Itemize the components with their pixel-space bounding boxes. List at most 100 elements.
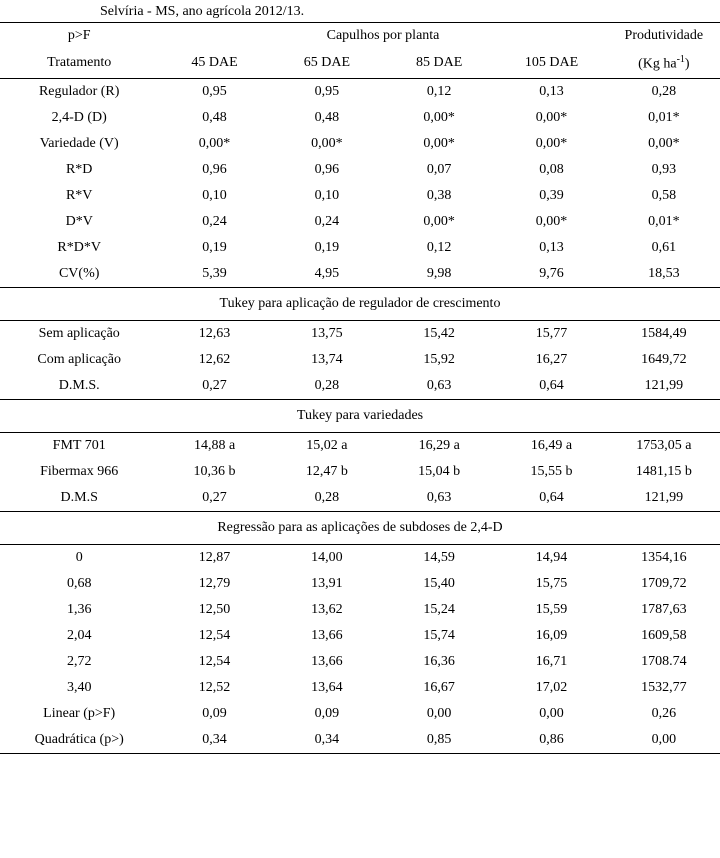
row-value: 18,53 — [608, 261, 720, 287]
row-value: 13,66 — [271, 623, 383, 649]
row-value: 0,01* — [608, 105, 720, 131]
row-value: 15,04 b — [383, 459, 495, 485]
row-value: 0,93 — [608, 157, 720, 183]
table-row: 2,0412,5413,6615,7416,091609,58 — [0, 623, 720, 649]
header-65dae: 65 DAE — [271, 49, 383, 78]
row-value: 0,28 — [271, 373, 383, 399]
row-value: 0,00* — [608, 131, 720, 157]
row-value: 0,48 — [271, 105, 383, 131]
row-label: 2,4-D (D) — [0, 105, 158, 131]
row-value: 0,01* — [608, 209, 720, 235]
row-label: Sem aplicação — [0, 321, 158, 347]
row-value: 12,54 — [158, 623, 270, 649]
row-value: 0,39 — [495, 183, 607, 209]
table-row: R*V0,100,100,380,390,58 — [0, 183, 720, 209]
row-value: 0,00* — [495, 131, 607, 157]
row-value: 4,95 — [271, 261, 383, 287]
row-value: 0,24 — [158, 209, 270, 235]
row-value: 0,34 — [158, 727, 270, 753]
section-regressao: Regressão para as aplicações de subdoses… — [0, 512, 720, 544]
table-row: D.M.S.0,270,280,630,64121,99 — [0, 373, 720, 399]
row-value: 16,29 a — [383, 433, 495, 459]
row-value: 12,52 — [158, 675, 270, 701]
table-row: Variedade (V)0,00*0,00*0,00*0,00*0,00* — [0, 131, 720, 157]
row-value: 0,48 — [158, 105, 270, 131]
row-value: 1709,72 — [608, 571, 720, 597]
row-value: 12,62 — [158, 347, 270, 373]
row-label: 0 — [0, 545, 158, 571]
row-label: Com aplicação — [0, 347, 158, 373]
header-tratamento: Tratamento — [0, 49, 158, 78]
row-value: 12,87 — [158, 545, 270, 571]
table-row: 3,4012,5213,6416,6717,021532,77 — [0, 675, 720, 701]
row-value: 0,10 — [271, 183, 383, 209]
row-value: 13,66 — [271, 649, 383, 675]
row-value: 0,34 — [271, 727, 383, 753]
row-value: 0,13 — [495, 79, 607, 105]
header-45dae: 45 DAE — [158, 49, 270, 78]
header-105dae: 105 DAE — [495, 49, 607, 78]
row-value: 0,24 — [271, 209, 383, 235]
row-value: 0,64 — [495, 373, 607, 399]
row-value: 0,64 — [495, 485, 607, 511]
row-value: 0,00* — [383, 105, 495, 131]
row-value: 15,24 — [383, 597, 495, 623]
row-value: 1708.74 — [608, 649, 720, 675]
row-value: 12,79 — [158, 571, 270, 597]
row-value: 0,96 — [271, 157, 383, 183]
row-value: 12,54 — [158, 649, 270, 675]
row-value: 0,09 — [271, 701, 383, 727]
header-row-1: p>F Capulhos por planta Produtividade — [0, 23, 720, 49]
table-row: FMT 70114,88 a15,02 a16,29 a16,49 a1753,… — [0, 433, 720, 459]
row-label: 2,72 — [0, 649, 158, 675]
table-row: 012,8714,0014,5914,941354,16 — [0, 545, 720, 571]
row-value: 16,36 — [383, 649, 495, 675]
row-value: 1532,77 — [608, 675, 720, 701]
table-row: 2,7212,5413,6616,3616,711708.74 — [0, 649, 720, 675]
row-value: 0,63 — [383, 373, 495, 399]
row-value: 1753,05 a — [608, 433, 720, 459]
row-label: R*V — [0, 183, 158, 209]
row-value: 15,42 — [383, 321, 495, 347]
row-value: 0,61 — [608, 235, 720, 261]
row-value: 9,98 — [383, 261, 495, 287]
table-row: Com aplicação12,6213,7415,9216,271649,72 — [0, 347, 720, 373]
row-label: R*D*V — [0, 235, 158, 261]
table-row: Regulador (R)0,950,950,120,130,28 — [0, 79, 720, 105]
row-value: 0,19 — [271, 235, 383, 261]
row-value: 0,63 — [383, 485, 495, 511]
row-value: 13,75 — [271, 321, 383, 347]
table-row: Fibermax 96610,36 b12,47 b15,04 b15,55 b… — [0, 459, 720, 485]
section-tukey-regulador: Tukey para aplicação de regulador de cre… — [0, 288, 720, 320]
row-value: 13,62 — [271, 597, 383, 623]
row-value: 0,00 — [608, 727, 720, 753]
row-value: 15,92 — [383, 347, 495, 373]
row-value: 0,85 — [383, 727, 495, 753]
table-row: 1,3612,5013,6215,2415,591787,63 — [0, 597, 720, 623]
row-value: 0,28 — [608, 79, 720, 105]
header-row-2: Tratamento 45 DAE 65 DAE 85 DAE 105 DAE … — [0, 49, 720, 78]
row-value: 0,00* — [383, 209, 495, 235]
table-row: R*D*V0,190,190,120,130,61 — [0, 235, 720, 261]
row-value: 15,75 — [495, 571, 607, 597]
row-value: 0,95 — [158, 79, 270, 105]
row-value: 0,95 — [271, 79, 383, 105]
row-value: 0,19 — [158, 235, 270, 261]
row-label: Regulador (R) — [0, 79, 158, 105]
row-value: 1481,15 b — [608, 459, 720, 485]
row-value: 10,36 b — [158, 459, 270, 485]
row-value: 1584,49 — [608, 321, 720, 347]
header-85dae: 85 DAE — [383, 49, 495, 78]
row-label: R*D — [0, 157, 158, 183]
row-value: 0,00 — [495, 701, 607, 727]
row-value: 0,00* — [158, 131, 270, 157]
row-label: D*V — [0, 209, 158, 235]
row-value: 14,94 — [495, 545, 607, 571]
section-tukey-variedades: Tukey para variedades — [0, 400, 720, 432]
row-value: 0,08 — [495, 157, 607, 183]
row-value: 15,02 a — [271, 433, 383, 459]
row-value: 0,00* — [383, 131, 495, 157]
row-value: 0,26 — [608, 701, 720, 727]
row-value: 0,12 — [383, 235, 495, 261]
row-value: 1609,58 — [608, 623, 720, 649]
